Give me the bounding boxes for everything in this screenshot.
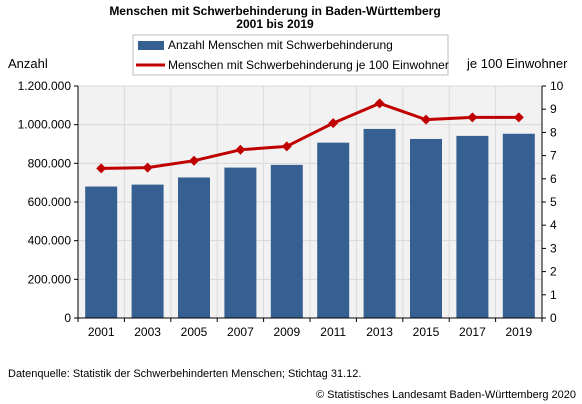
line-series <box>96 98 524 174</box>
y-right-tick-label: 3 <box>550 241 557 255</box>
x-tick-label: 2017 <box>459 325 486 339</box>
x-tick-label: 2013 <box>366 325 393 339</box>
line-point-2005 <box>189 155 199 166</box>
bar-2001 <box>85 186 118 318</box>
axes: 0 200.000 400.000 600.000 800.000 1.000.000 1.… <box>18 79 564 339</box>
legend-line-label: Menschen mit Schwerbehinderung je 100 Ei… <box>168 58 449 72</box>
y-right-tick-label: 9 <box>550 102 557 116</box>
bar-2003 <box>131 184 164 318</box>
y-right-tick-label: 7 <box>550 149 557 163</box>
x-tick-label: 2007 <box>227 325 254 339</box>
line-point-2015 <box>421 114 431 125</box>
legend-bar-label: Anzahl Menschen mit Schwerbehinderung <box>168 38 393 52</box>
bar-2019 <box>502 133 535 318</box>
y-right-tick-label: 0 <box>550 311 557 325</box>
y-left-tick-label: 600.000 <box>28 195 72 209</box>
line-point-2009 <box>281 141 292 152</box>
x-tick-label: 2003 <box>134 325 161 339</box>
source-note: Datenquelle: Statistik der Schwerbehinde… <box>8 368 362 380</box>
y-left-tick-label: 1.000.000 <box>18 118 72 132</box>
bar-2009 <box>270 164 303 318</box>
x-tick-label: 2011 <box>320 325 346 339</box>
legend: Anzahl Menschen mit Schwerbehinderung Me… <box>132 34 449 76</box>
chart-subtitle: 2001 bis 2019 <box>236 17 314 31</box>
y-right-tick-label: 5 <box>550 195 557 209</box>
legend-box <box>132 34 449 76</box>
line-point-2013 <box>374 98 385 109</box>
line-point-2001 <box>96 163 107 174</box>
bar-2013 <box>363 128 396 318</box>
chart-title: Menschen mit Schwerbehinderung in Baden-… <box>109 4 440 18</box>
line-path <box>101 101 519 170</box>
line-point-2003 <box>142 162 153 173</box>
copyright-note: © Statistisches Landesamt Baden-Württemb… <box>315 389 576 401</box>
y-right-tick-label: 1 <box>550 288 557 302</box>
y-left-tick-label: 1.200.000 <box>18 79 72 93</box>
x-tick-label: 2019 <box>505 325 532 339</box>
legend-bar-swatch <box>138 41 164 50</box>
line-point-2019 <box>513 112 524 123</box>
line-point-2007 <box>235 144 246 155</box>
x-tick-label: 2009 <box>273 325 300 339</box>
x-tick-label: 2005 <box>181 325 208 339</box>
x-tick-label: 2015 <box>413 325 440 339</box>
y-left-tick-label: 0 <box>64 311 71 325</box>
y-right-tick-label: 2 <box>550 265 557 279</box>
bar-2007 <box>224 167 257 318</box>
bar-2011 <box>317 142 350 318</box>
y-right-tick-label: 10 <box>550 79 564 93</box>
y-right-tick-label: 8 <box>550 125 557 139</box>
line-point-2011 <box>328 118 339 129</box>
y-right-axis-label: je 100 Einwohner <box>466 56 568 71</box>
x-tick-label: 2001 <box>88 325 115 339</box>
y-right-tick-label: 4 <box>550 218 557 232</box>
line-point-2017 <box>467 112 478 123</box>
y-left-tick-label: 200.000 <box>28 272 72 286</box>
y-left-axis-label: Anzahl <box>8 56 48 71</box>
bar-2005 <box>178 177 210 318</box>
y-right-tick-label: 6 <box>550 172 557 186</box>
bar-2017 <box>456 135 489 318</box>
y-left-tick-label: 800.000 <box>28 156 72 170</box>
bar-2015 <box>410 138 442 318</box>
bar-series <box>85 128 535 318</box>
y-left-tick-label: 400.000 <box>28 234 72 248</box>
